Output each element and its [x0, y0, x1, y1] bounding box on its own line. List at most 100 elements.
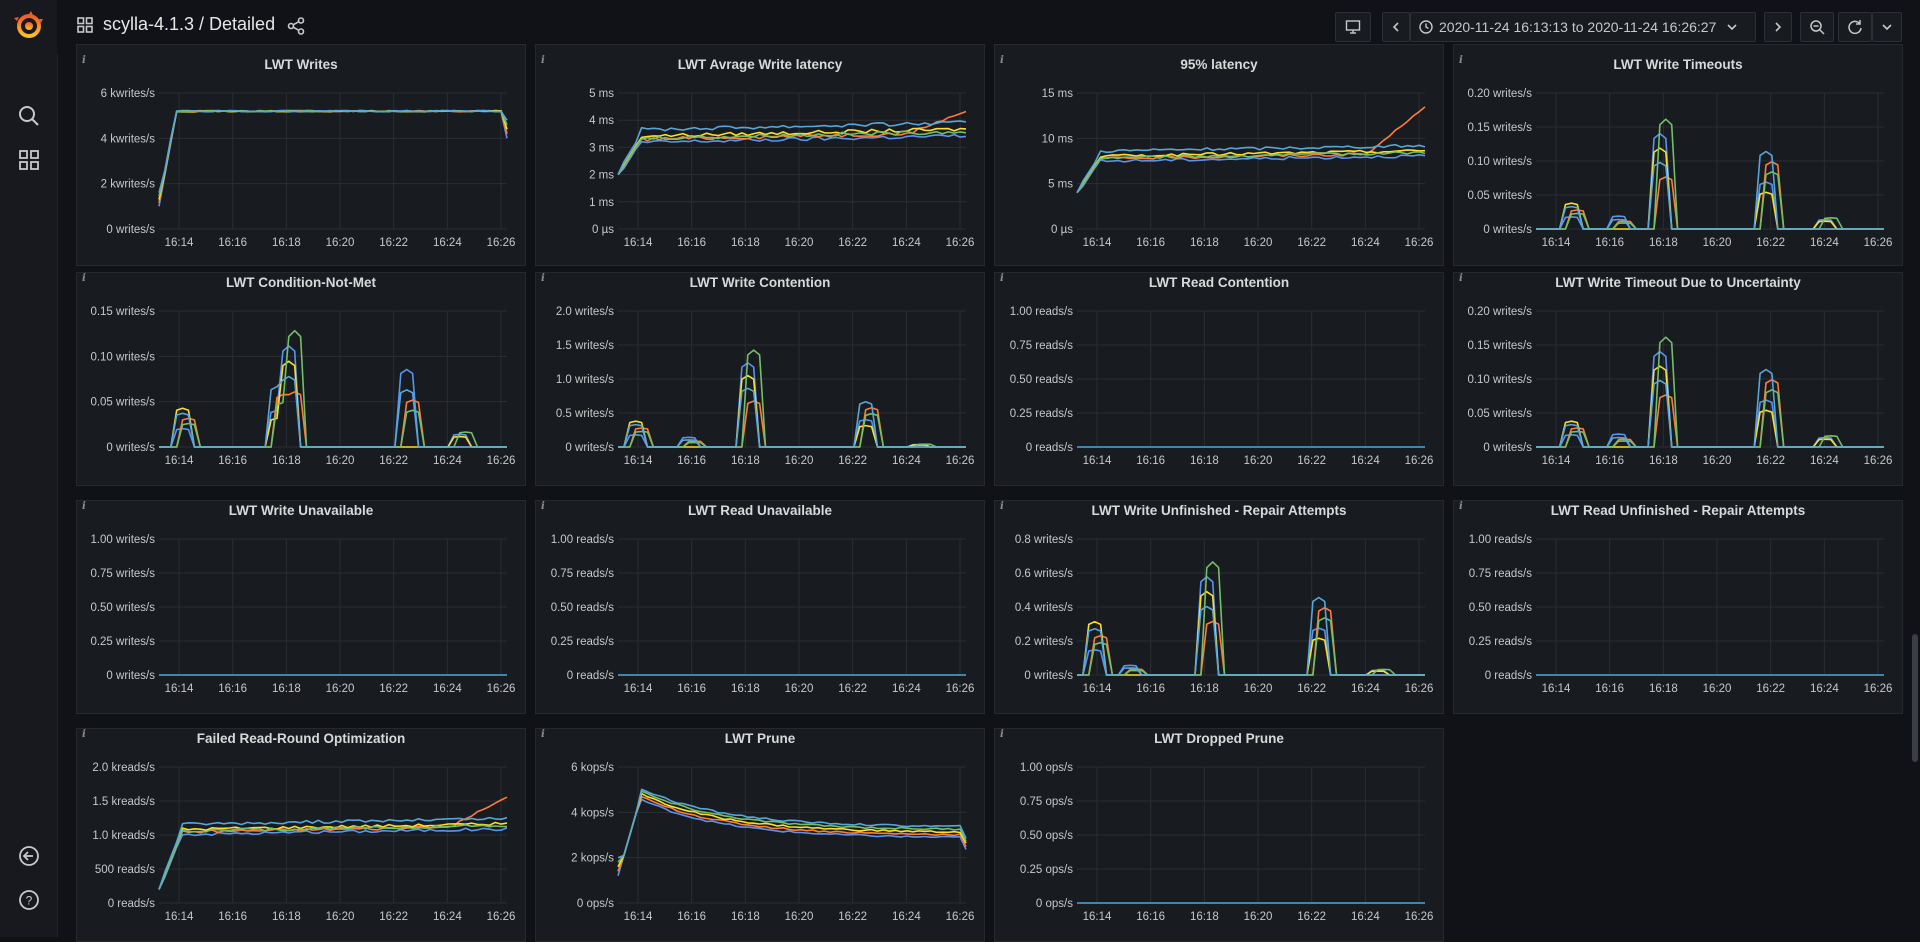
- series-line: [617, 788, 967, 859]
- panel-chart[interactable]: 0 reads/s 0.25 reads/s 0.50 reads/s 0.75 re…: [536, 501, 985, 714]
- panel[interactable]: LWT Write Timeouts i 0 writes/s 0.05 writes…: [1453, 44, 1903, 266]
- zoom-out-button[interactable]: [1800, 12, 1834, 42]
- panel[interactable]: LWT Avrage Write latency i 0 µs 1 ms 2 ms 3 m…: [535, 44, 985, 266]
- info-icon[interactable]: i: [541, 55, 545, 66]
- search-icon[interactable]: [0, 98, 57, 134]
- x-tick-label: 16:24: [892, 237, 921, 249]
- panel-chart[interactable]: 0 writes/s 0.25 writes/s 0.50 writes/s 0.75…: [77, 501, 526, 714]
- x-tick-label: 16:26: [946, 237, 975, 249]
- panel-chart[interactable]: 0 writes/s 0.05 writes/s 0.10 writes/s 0.15…: [1454, 45, 1903, 266]
- panel[interactable]: LWT Writes i 0 writes/s 2 kwrites/s 4 kwrite…: [76, 44, 526, 266]
- time-range-picker[interactable]: 2020-11-24 16:13:13 to 2020-11-24 16:26:…: [1410, 12, 1756, 42]
- info-icon[interactable]: i: [541, 729, 545, 740]
- clock-icon: [1419, 20, 1433, 34]
- panel[interactable]: LWT Dropped Prune i 0 ops/s 0.25 ops/s 0.50 …: [994, 728, 1444, 942]
- tv-mode-button[interactable]: [1335, 12, 1371, 42]
- panel-chart[interactable]: 0 µs 1 ms 2 ms 3 ms 4 ms 5 ms 16:14 16:16 16:18 1…: [536, 45, 985, 266]
- panel-chart[interactable]: 0 µs 5 ms 10 ms 15 ms 16:14 16:16 16:18 16:20 16…: [995, 45, 1444, 266]
- series-line: [1076, 154, 1426, 194]
- x-tick-label: 16:18: [1649, 237, 1678, 249]
- panel[interactable]: LWT Prune i 0 ops/s 2 kops/s 4 kops/s 6 kops/…: [535, 728, 985, 942]
- info-icon[interactable]: i: [1000, 55, 1004, 66]
- panel[interactable]: LWT Write Unavailable i 0 writes/s 0.25 wri…: [76, 500, 526, 714]
- time-forward-button[interactable]: [1764, 12, 1792, 42]
- breadcrumb[interactable]: scylla-4.1.3 / Detailed: [77, 14, 275, 35]
- panel-title[interactable]: LWT Writes: [264, 57, 338, 72]
- x-tick-label: 16:22: [379, 237, 408, 249]
- panel-title[interactable]: LWT Write Contention: [689, 275, 831, 290]
- panel-title[interactable]: LWT Write Timeout Due to Uncertainty: [1555, 275, 1801, 290]
- panel-chart[interactable]: 0 writes/s 0.2 writes/s 0.4 writes/s 0.6 wr…: [995, 501, 1444, 714]
- panel-chart[interactable]: 0 reads/s 0.25 reads/s 0.50 reads/s 0.75 re…: [1454, 501, 1903, 714]
- series-line: [617, 790, 967, 863]
- x-tick-label: 16:22: [838, 237, 867, 249]
- panel[interactable]: LWT Read Unfinished - Repair Attempts i 0 …: [1453, 500, 1903, 714]
- y-tick-label: 1.5 kreads/s: [92, 796, 155, 808]
- panel[interactable]: LWT Write Unfinished - Repair Attempts i 0…: [994, 500, 1444, 714]
- y-tick-label: 0 µs: [592, 224, 614, 236]
- info-icon[interactable]: i: [82, 273, 86, 284]
- panel-title[interactable]: LWT Write Unavailable: [228, 503, 374, 518]
- panel-title[interactable]: LWT Read Unfinished - Repair Attempts: [1550, 503, 1806, 518]
- refresh-button[interactable]: [1838, 12, 1872, 42]
- panel[interactable]: 95% latency i 0 µs 5 ms 10 ms 15 ms 16:14 16:16…: [994, 44, 1444, 266]
- x-tick-label: 16:18: [731, 237, 760, 249]
- panel-title[interactable]: LWT Avrage Write latency: [677, 57, 843, 72]
- panel-chart[interactable]: 0 reads/s 500 reads/s 1.0 kreads/s 1.5 krea…: [77, 729, 526, 942]
- panel-chart[interactable]: 0 writes/s 0.05 writes/s 0.10 writes/s 0.15…: [1454, 273, 1903, 486]
- x-tick-label: 16:14: [1542, 237, 1571, 249]
- y-tick-label: 0 reads/s: [1485, 670, 1533, 682]
- panel-title[interactable]: LWT Dropped Prune: [1154, 731, 1284, 746]
- panel[interactable]: LWT Write Contention i 0 writes/s 0.5 write…: [535, 272, 985, 486]
- scroll-thumb[interactable]: [1912, 634, 1918, 762]
- info-icon[interactable]: i: [82, 55, 86, 66]
- panel-title[interactable]: LWT Read Contention: [1148, 275, 1290, 290]
- x-tick-label: 16:20: [1244, 455, 1273, 467]
- panel-chart[interactable]: 0 ops/s 2 kops/s 4 kops/s 6 kops/s 16:14 16:1…: [536, 729, 985, 942]
- info-icon[interactable]: i: [541, 501, 545, 512]
- grafana-logo-icon[interactable]: [0, 8, 57, 44]
- info-icon[interactable]: i: [82, 501, 86, 512]
- dashboards-grid-icon[interactable]: [0, 142, 57, 178]
- panel[interactable]: LWT Condition-Not-Met i 0 writes/s 0.05 wri…: [76, 272, 526, 486]
- x-tick-label: 16:20: [785, 455, 814, 467]
- panel[interactable]: LWT Write Timeout Due to Uncertainty i 0 w…: [1453, 272, 1903, 486]
- y-tick-label: 0.25 ops/s: [1020, 864, 1073, 876]
- sign-in-icon[interactable]: [0, 838, 57, 874]
- y-tick-label: 6 kops/s: [571, 762, 614, 774]
- info-icon[interactable]: i: [1459, 273, 1463, 284]
- panel[interactable]: LWT Read Unavailable i 0 reads/s 0.25 reads…: [535, 500, 985, 714]
- info-icon[interactable]: i: [82, 729, 86, 740]
- info-icon[interactable]: i: [1459, 55, 1463, 66]
- panel-chart[interactable]: 0 writes/s 0.5 writes/s 1.0 writes/s 1.5 wr…: [536, 273, 985, 486]
- x-tick-label: 16:14: [165, 683, 194, 695]
- panel-chart[interactable]: 0 writes/s 2 kwrites/s 4 kwrites/s 6 kwrite…: [77, 45, 526, 266]
- panel[interactable]: LWT Read Contention i 0 reads/s 0.25 reads/…: [994, 272, 1444, 486]
- time-back-button[interactable]: [1382, 12, 1410, 42]
- refresh-interval-dropdown[interactable]: [1872, 12, 1902, 42]
- x-tick-label: 16:22: [379, 911, 408, 923]
- info-icon[interactable]: i: [541, 273, 545, 284]
- y-tick-label: 1.00 reads/s: [1469, 534, 1533, 546]
- panel-title[interactable]: LWT Read Unavailable: [687, 503, 833, 518]
- x-tick-label: 16:22: [838, 683, 867, 695]
- panel-title[interactable]: LWT Prune: [724, 731, 796, 746]
- panel-chart[interactable]: 0 ops/s 0.25 ops/s 0.50 ops/s 0.75 ops/s 1.0…: [995, 729, 1444, 942]
- panel-title[interactable]: 95% latency: [1180, 57, 1258, 72]
- share-icon[interactable]: [287, 17, 305, 40]
- info-icon[interactable]: i: [1459, 501, 1463, 512]
- panel-chart[interactable]: 0 writes/s 0.05 writes/s 0.10 writes/s 0.15…: [77, 273, 526, 486]
- panel-title[interactable]: Failed Read-Round Optimization: [196, 731, 406, 746]
- scrollbar[interactable]: [1910, 54, 1920, 937]
- panel-chart[interactable]: 0 reads/s 0.25 reads/s 0.50 reads/s 0.75 re…: [995, 273, 1444, 486]
- info-icon[interactable]: i: [1000, 501, 1004, 512]
- help-icon[interactable]: ?: [0, 882, 57, 918]
- panel-title[interactable]: LWT Condition-Not-Met: [226, 275, 376, 290]
- info-icon[interactable]: i: [1000, 729, 1004, 740]
- panel-title[interactable]: LWT Write Timeouts: [1613, 57, 1743, 72]
- dashboard-title: scylla-4.1.3 / Detailed: [103, 14, 276, 34]
- info-icon[interactable]: i: [1000, 273, 1004, 284]
- panel-title[interactable]: LWT Write Unfinished - Repair Attempts: [1091, 503, 1347, 518]
- panel[interactable]: Failed Read-Round Optimization i 0 reads/s…: [76, 728, 526, 942]
- series-line: [158, 109, 508, 200]
